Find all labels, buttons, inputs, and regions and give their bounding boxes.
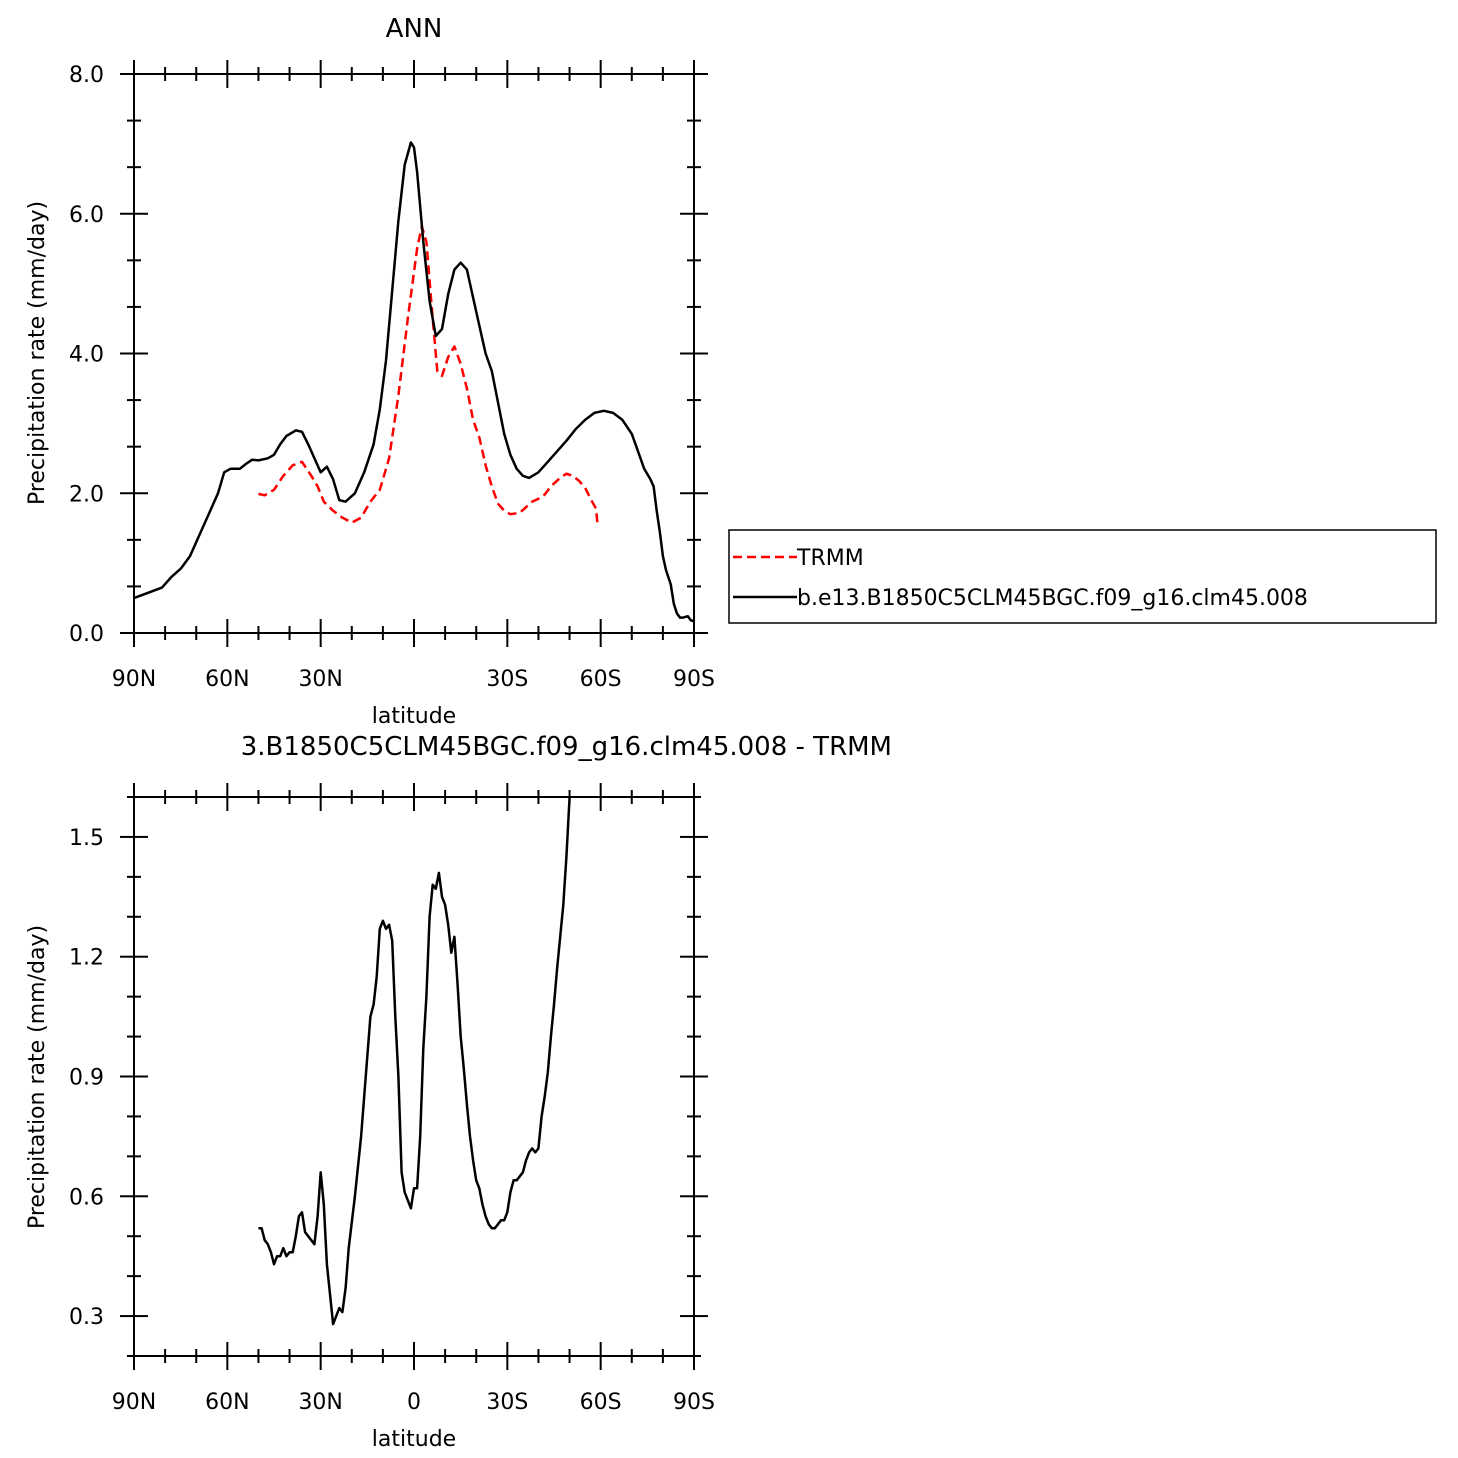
x-tick-label: 90N [112, 1390, 156, 1415]
top-plot-frame [133, 73, 695, 634]
y-tick-label: 8.0 [69, 63, 104, 88]
x-tick-label: 30S [486, 667, 528, 692]
bottom-x-tick-labels: 90N 60N 30N 0 30S 60S 90S [112, 1390, 715, 1415]
x-tick-label: 60N [205, 1390, 249, 1415]
bottom-title: 3.B1850C5CLM45BGC.f09_g16.clm45.008 - TR… [241, 732, 892, 762]
y-tick-label: 1.2 [69, 946, 104, 971]
top-panel: ANN 90N 60N 30N 30S 60S 90S 0.0 2.0 4.0 6.0 8.0 l… [25, 14, 715, 729]
x-tick-label: 90S [673, 667, 715, 692]
x-tick-label: 30N [298, 667, 342, 692]
bottom-x-axis-label: latitude [372, 1427, 456, 1452]
y-tick-label: 0.3 [69, 1305, 104, 1330]
y-tick-label: 1.5 [69, 826, 104, 851]
top-x-axis-label: latitude [372, 704, 456, 729]
series-line [258, 796, 571, 1326]
series-line [258, 225, 599, 525]
y-tick-label: 0.9 [69, 1066, 104, 1091]
top-title: ANN [386, 14, 443, 44]
top-ticks [120, 60, 708, 647]
bottom-panel: 3.B1850C5CLM45BGC.f09_g16.clm45.008 - TR… [25, 732, 892, 1452]
x-tick-label: 90N [112, 667, 156, 692]
bottom-series [258, 796, 571, 1326]
y-tick-label: 2.0 [69, 482, 104, 507]
top-x-tick-labels: 90N 60N 30N 30S 60S 90S [112, 667, 715, 692]
x-tick-label: 30S [486, 1390, 528, 1415]
x-tick-label: 60S [580, 667, 622, 692]
bottom-plot-frame [133, 796, 695, 1357]
series-polyline [133, 141, 695, 623]
legend-label-trmm: TRMM [796, 546, 864, 571]
y-tick-label: 6.0 [69, 203, 104, 228]
legend: TRMM b.e13.B1850C5CLM45BGC.f09_g16.clm45… [728, 529, 1437, 624]
y-tick-label: 0.6 [69, 1185, 104, 1210]
y-tick-label: 0.0 [69, 622, 104, 647]
series-polyline [258, 796, 571, 1326]
x-tick-label: 90S [673, 1390, 715, 1415]
series-line [133, 141, 695, 623]
legend-box [728, 529, 1437, 624]
legend-label-model: b.e13.B1850C5CLM45BGC.f09_g16.clm45.008 [797, 586, 1308, 611]
y-tick-label: 4.0 [69, 343, 104, 368]
x-tick-label: 30N [298, 1390, 342, 1415]
bottom-y-axis-label: Precipitation rate (mm/day) [25, 925, 50, 1229]
x-tick-label: 0 [407, 1390, 421, 1415]
top-y-axis-label: Precipitation rate (mm/day) [25, 201, 50, 505]
top-series [133, 141, 695, 623]
bottom-y-tick-labels: 0.3 0.6 0.9 1.2 1.5 [69, 826, 104, 1330]
bottom-ticks [120, 783, 708, 1370]
x-tick-label: 60N [205, 667, 249, 692]
x-tick-label: 60S [580, 1390, 622, 1415]
series-polyline [258, 225, 599, 525]
top-y-tick-labels: 0.0 2.0 4.0 6.0 8.0 [69, 63, 104, 647]
